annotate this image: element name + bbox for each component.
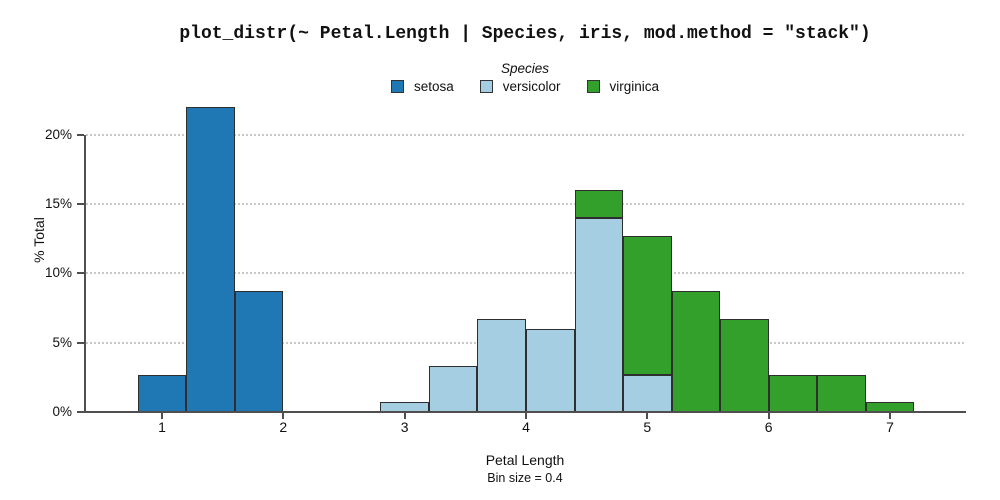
histogram-bar-virginica bbox=[817, 374, 866, 412]
x-tick-label-5: 5 bbox=[643, 419, 652, 435]
virginica-swatch-icon bbox=[586, 80, 600, 93]
x-tick-label-1: 1 bbox=[158, 419, 166, 435]
legend-label-versicolor: versicolor bbox=[502, 79, 561, 94]
gridline-15pct bbox=[86, 202, 964, 205]
setosa-swatch-icon bbox=[390, 80, 404, 93]
histogram-bar-setosa bbox=[235, 291, 283, 412]
y-tick-10 bbox=[77, 272, 84, 275]
y-tick-label-0: 0% bbox=[52, 404, 72, 419]
y-tick-label-5: 5% bbox=[52, 334, 72, 350]
x-tick-1 bbox=[161, 413, 163, 419]
y-tick-5 bbox=[77, 341, 84, 344]
histogram-bar-virginica bbox=[623, 235, 672, 375]
x-tick-6 bbox=[767, 413, 770, 419]
versicolor-swatch-icon bbox=[479, 80, 493, 93]
histogram-bar-virginica bbox=[720, 319, 769, 412]
x-tick-5 bbox=[646, 413, 649, 419]
gridline-20pct bbox=[86, 133, 964, 136]
histogram-bar-virginica bbox=[575, 190, 623, 218]
y-tick-20 bbox=[77, 133, 84, 136]
y-tick-label-15: 15% bbox=[44, 195, 72, 211]
legend: setosa versicolor virginica bbox=[86, 79, 964, 94]
histogram-bar-setosa bbox=[186, 106, 235, 412]
x-tick-4 bbox=[524, 413, 527, 419]
x-tick-label-4: 4 bbox=[522, 419, 530, 435]
histogram-bar-setosa bbox=[138, 374, 186, 412]
y-axis-title: % Total bbox=[31, 217, 47, 263]
x-tick-2 bbox=[282, 413, 285, 419]
y-tick-label-20: 20% bbox=[44, 126, 72, 142]
x-axis-title: Petal Length bbox=[485, 452, 565, 468]
x-axis-line bbox=[84, 411, 966, 413]
x-tick-label-3: 3 bbox=[400, 419, 409, 435]
x-tick-label-7: 7 bbox=[886, 419, 894, 435]
y-tick-0 bbox=[77, 411, 84, 413]
x-tick-3 bbox=[403, 413, 406, 419]
x-axis-subtitle: Bin size = 0.4 bbox=[487, 471, 563, 485]
y-axis-line bbox=[84, 134, 86, 413]
legend-label-virginica: virginica bbox=[609, 79, 660, 94]
histogram-bar-versicolor bbox=[477, 319, 526, 412]
legend-entry-setosa: setosa bbox=[390, 79, 454, 94]
y-tick-label-10: 10% bbox=[44, 265, 72, 281]
legend-entry-versicolor: versicolor bbox=[479, 79, 561, 94]
histogram-bar-virginica bbox=[672, 291, 720, 412]
histogram-bar-virginica bbox=[769, 374, 817, 412]
histogram-bar-versicolor bbox=[623, 374, 672, 412]
x-tick-7 bbox=[888, 413, 891, 419]
legend-entry-virginica: virginica bbox=[586, 79, 660, 94]
histogram-bar-versicolor bbox=[526, 328, 575, 412]
histogram-bar-versicolor bbox=[429, 366, 477, 412]
histogram-bar-versicolor bbox=[575, 217, 623, 412]
gridline-10pct bbox=[86, 272, 964, 275]
y-tick-15 bbox=[77, 202, 84, 205]
x-tick-label-2: 2 bbox=[279, 419, 288, 435]
legend-title: Species bbox=[500, 61, 550, 76]
x-tick-label-6: 6 bbox=[764, 419, 773, 435]
chart-title: plot_distr(~ Petal.Length | Species, iri… bbox=[179, 24, 871, 44]
legend-label-setosa: setosa bbox=[413, 79, 454, 94]
